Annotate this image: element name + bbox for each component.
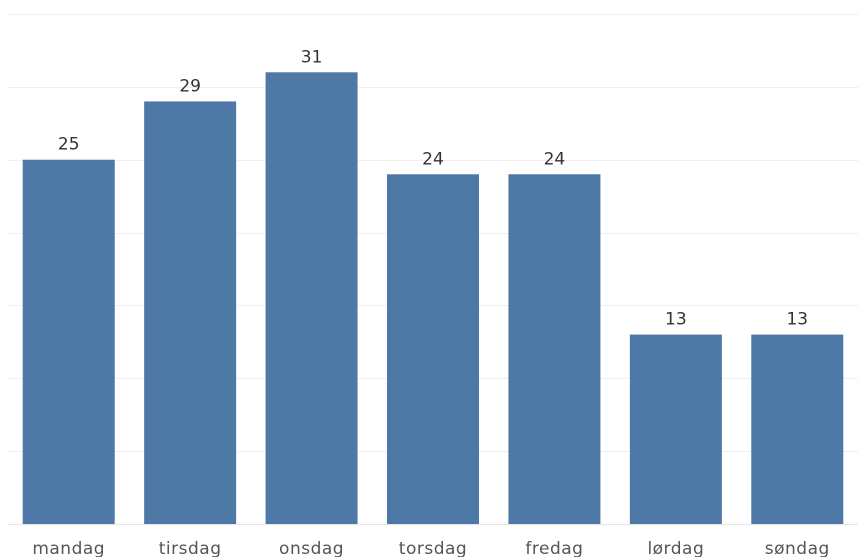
data-label-mandag: 25 [58, 135, 80, 155]
bars [22, 72, 844, 525]
bar-mandag[interactable] [22, 159, 115, 524]
x-tick-label-søndag: søndag [765, 539, 830, 557]
x-tick-label-fredag: fredag [525, 539, 583, 557]
data-label-onsdag: 31 [301, 47, 323, 67]
bar-torsdag[interactable] [387, 174, 479, 525]
data-labels: 25 29 31 24 24 13 13 [58, 47, 808, 329]
data-label-fredag: 24 [544, 149, 566, 169]
bar-fredag[interactable] [508, 174, 601, 525]
x-tick-label-tirsdag: tirsdag [159, 539, 222, 557]
x-tick-label-lørdag: lørdag [647, 539, 704, 557]
data-label-søndag: 13 [786, 310, 808, 330]
bar-onsdag[interactable] [265, 72, 358, 525]
x-tick-label-mandag: mandag [32, 539, 105, 557]
x-axis-labels: mandag tirsdag onsdag torsdag fredag lørdag sø… [32, 539, 829, 557]
data-label-torsdag: 24 [422, 149, 444, 169]
x-tick-label-torsdag: torsdag [399, 539, 467, 557]
bar-lørdag[interactable] [629, 334, 722, 524]
bar-søndag[interactable] [751, 334, 844, 524]
data-label-tirsdag: 29 [179, 76, 201, 96]
x-tick-label-onsdag: onsdag [279, 539, 344, 557]
data-label-lørdag: 13 [665, 310, 687, 330]
bar-tirsdag[interactable] [144, 101, 237, 524]
